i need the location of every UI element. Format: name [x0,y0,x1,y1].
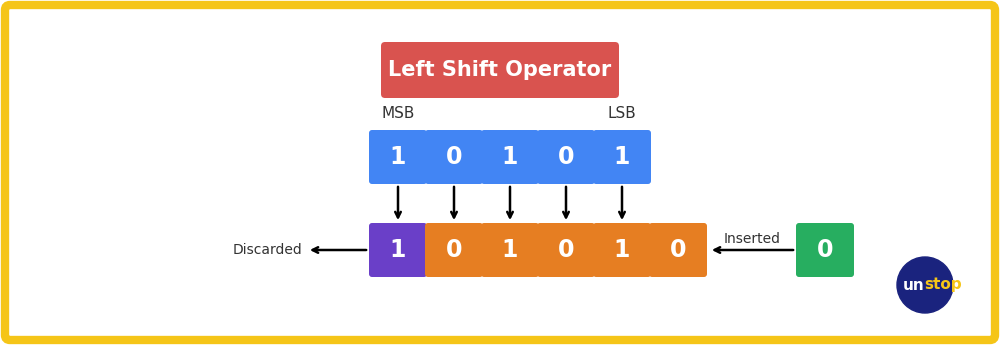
FancyBboxPatch shape [537,223,595,277]
FancyBboxPatch shape [593,223,651,277]
Text: 0: 0 [446,238,462,262]
Text: 0: 0 [670,238,686,262]
Text: 1: 1 [502,145,518,169]
FancyBboxPatch shape [481,223,539,277]
Text: 0: 0 [558,238,574,262]
FancyBboxPatch shape [796,223,854,277]
FancyBboxPatch shape [593,130,651,184]
FancyBboxPatch shape [425,130,483,184]
Circle shape [897,257,953,313]
Text: 1: 1 [390,238,406,262]
Text: 1: 1 [614,238,630,262]
Text: 0: 0 [446,145,462,169]
Text: 0: 0 [558,145,574,169]
FancyBboxPatch shape [369,130,427,184]
FancyBboxPatch shape [649,223,707,277]
Text: MSB: MSB [381,106,415,121]
Text: 0: 0 [817,238,833,262]
Text: 1: 1 [614,145,630,169]
Text: 1: 1 [390,145,406,169]
Text: un: un [902,277,924,293]
FancyBboxPatch shape [381,42,619,98]
Text: LSB: LSB [608,106,636,121]
FancyBboxPatch shape [369,223,427,277]
FancyBboxPatch shape [481,130,539,184]
Text: stop: stop [924,277,962,293]
FancyBboxPatch shape [425,223,483,277]
Text: 1: 1 [502,238,518,262]
FancyBboxPatch shape [537,130,595,184]
Text: Left Shift Operator: Left Shift Operator [388,60,612,80]
Text: Discarded: Discarded [232,243,302,257]
FancyBboxPatch shape [5,5,995,340]
Text: Inserted: Inserted [724,232,781,246]
